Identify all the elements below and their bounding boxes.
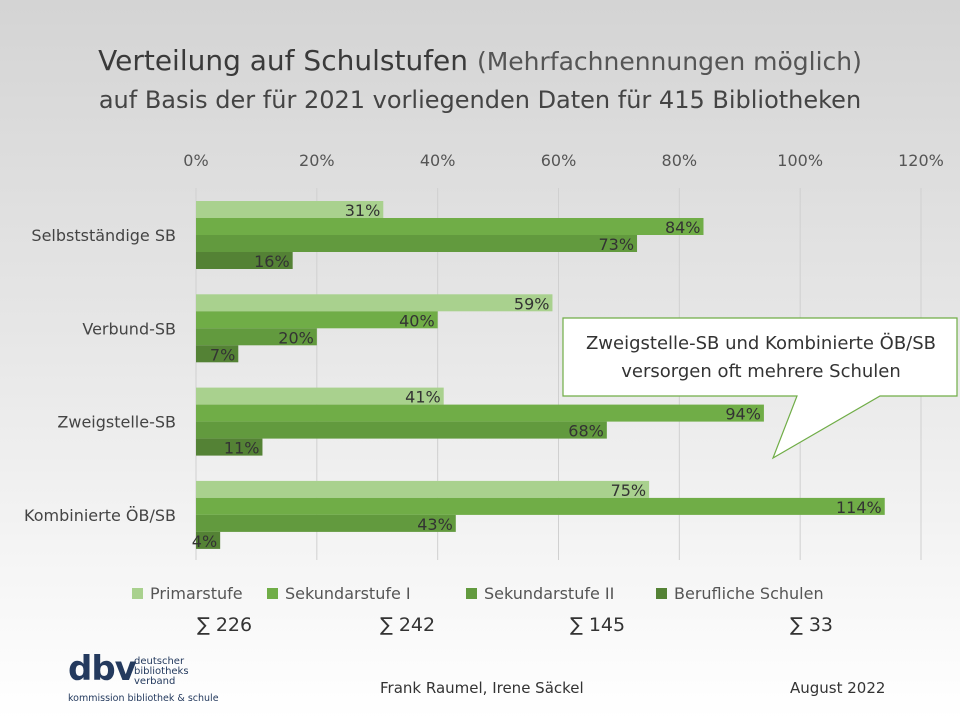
legend-swatch — [267, 588, 278, 599]
sum-berufliche-schulen: ∑ 33 — [790, 614, 834, 636]
sum-sekundarstufe-2: ∑ 145 — [570, 614, 626, 636]
sum-primarstufe: ∑ 226 — [197, 614, 253, 636]
bar — [196, 404, 764, 422]
slide-subtitle: auf Basis der für 2021 vorliegenden Date… — [98, 86, 862, 114]
x-tick-label: 20% — [299, 151, 335, 170]
callout-box — [562, 317, 958, 460]
legend-item-berufliche-schulen: Berufliche Schulen — [656, 584, 824, 603]
footer-authors: Frank Raumel, Irene Säckel — [380, 679, 584, 697]
data-label: 16% — [254, 252, 290, 271]
bar — [196, 294, 553, 312]
data-label: 84% — [665, 218, 701, 237]
legend-swatch — [466, 588, 477, 599]
bar — [196, 235, 638, 252]
sum-sekundarstufe-1: ∑ 242 — [380, 614, 436, 636]
bar — [196, 480, 650, 498]
data-label: 75% — [611, 481, 647, 500]
data-label: 41% — [405, 388, 441, 407]
legend-label: Berufliche Schulen — [674, 584, 824, 603]
data-label: 73% — [598, 235, 634, 254]
legend-label: Primarstufe — [150, 584, 243, 603]
category-label: Kombinierte ÖB/SB — [24, 506, 176, 525]
x-tick-label: 0% — [183, 151, 208, 170]
bar — [196, 252, 293, 269]
slide-title: Verteilung auf Schulstufen (Mehrfachnenn… — [0, 44, 960, 77]
data-label: 94% — [725, 405, 761, 424]
category-label: Verbund-SB — [82, 319, 176, 338]
data-label: 31% — [345, 201, 381, 220]
data-label: 11% — [224, 439, 260, 458]
bar — [196, 218, 704, 235]
x-tick-label: 120% — [898, 151, 944, 170]
category-label: Selbstständige SB — [31, 226, 176, 245]
legend-label: Sekundarstufe II — [484, 584, 615, 603]
logo-mark: dbv — [68, 649, 137, 689]
bar — [196, 497, 885, 515]
bar — [196, 421, 607, 439]
callout-line-2: versorgen oft mehrere Schulen — [621, 361, 901, 382]
data-label: 20% — [278, 328, 314, 347]
data-label: 59% — [514, 294, 550, 313]
x-tick-label: 40% — [420, 151, 456, 170]
legend: Primarstufe Sekundarstufe I Sekundarstuf… — [0, 584, 960, 604]
category-label: Zweigstelle-SB — [57, 413, 176, 432]
legend-label: Sekundarstufe I — [285, 584, 411, 603]
data-label: 40% — [399, 311, 435, 330]
callout-line-1: Zweigstelle-SB und Kombinierte ÖB/SB — [585, 333, 937, 354]
bar — [196, 531, 221, 549]
bar — [196, 201, 384, 218]
legend-swatch — [656, 588, 667, 599]
bar — [196, 438, 263, 456]
bar — [196, 514, 456, 532]
legend-item-primarstufe: Primarstufe — [132, 584, 243, 603]
x-tick-label: 80% — [662, 151, 698, 170]
title-note: (Mehrfachnennungen möglich) — [476, 47, 862, 76]
data-label: 7% — [210, 345, 235, 364]
data-label: 43% — [417, 515, 453, 534]
footer-date: August 2022 — [790, 679, 886, 697]
title-main: Verteilung auf Schulstufen — [98, 44, 469, 77]
logo-text: deutscher bibliotheks verband — [134, 656, 189, 687]
legend-item-sekundarstufe-1: Sekundarstufe I — [267, 584, 411, 603]
bar — [196, 387, 444, 405]
legend-item-sekundarstufe-2: Sekundarstufe II — [466, 584, 614, 603]
callout: Zweigstelle-SB und Kombinierte ÖB/SB ver… — [566, 330, 956, 386]
legend-swatch — [132, 588, 143, 599]
data-label: 4% — [192, 532, 217, 551]
x-tick-label: 60% — [541, 151, 577, 170]
data-label: 114% — [836, 498, 882, 517]
bar — [196, 328, 317, 346]
x-tick-label: 100% — [777, 151, 823, 170]
logo-subtext: kommission bibliothek & schule — [68, 693, 219, 704]
bar — [196, 311, 438, 329]
bar — [196, 345, 239, 363]
data-label: 68% — [568, 422, 604, 441]
